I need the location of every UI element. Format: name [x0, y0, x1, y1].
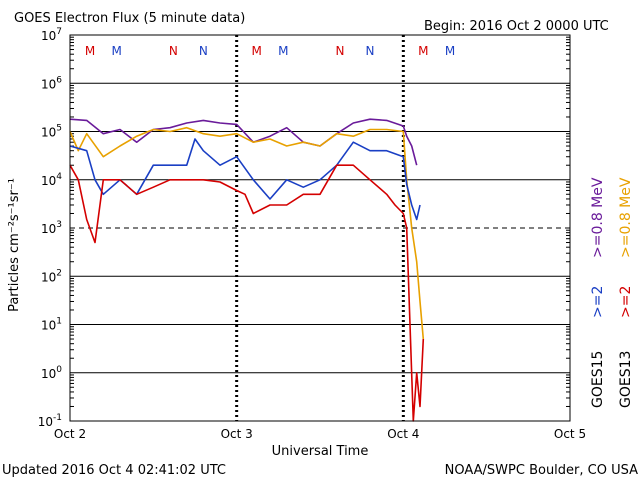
top-marker: N: [169, 44, 178, 58]
legend-energy-low: >=2: [618, 286, 634, 318]
series-line: [69, 126, 425, 340]
chart-title: GOES Electron Flux (5 minute data): [14, 11, 245, 26]
legend-energy-high: >=0.8 MeV: [618, 177, 634, 258]
y-tick-label: 106: [41, 75, 62, 91]
x-tick-label: Oct 5: [554, 427, 586, 441]
top-marker: N: [199, 44, 208, 58]
begin-label: Begin: 2016 Oct 2 0000 UTC: [424, 19, 609, 34]
y-tick-label: 104: [41, 172, 62, 188]
y-tick-labels: 107 106 105 104 103 102 101 100 10-1: [38, 27, 63, 429]
y-tick-label: 103: [41, 220, 62, 236]
series-line: [69, 118, 418, 166]
day-dividers: [235, 35, 405, 421]
series-line: [69, 164, 425, 422]
legend: GOES15 >=2 >=0.8 MeV GOES13 >=2 >=0.8 MeV: [590, 177, 634, 408]
x-tick-labels: Oct 2 Oct 3 Oct 4 Oct 5: [54, 427, 586, 441]
credit-label: NOAA/SWPC Boulder, CO USA: [445, 463, 638, 478]
legend-satellite: GOES13: [618, 351, 634, 408]
y-tick-label: 10-1: [38, 413, 62, 429]
series-layer: [69, 118, 425, 422]
y-tick-label: 100: [41, 365, 62, 381]
updated-timestamp: Updated 2016 Oct 4 02:41:02 UTC: [2, 463, 226, 478]
top-marker: M: [85, 44, 95, 58]
plot-frame: [69, 34, 571, 422]
top-marker: M: [418, 44, 428, 58]
x-tick-label: Oct 3: [221, 427, 253, 441]
top-marker: M: [445, 44, 455, 58]
legend-satellite: GOES15: [590, 351, 606, 408]
top-marker: M: [278, 44, 288, 58]
y-tick-label: 105: [41, 124, 62, 140]
y-axis-label: Particles cm⁻²s⁻¹sr⁻¹: [7, 178, 22, 312]
top-marker: N: [366, 44, 375, 58]
y-tick-label: 107: [41, 27, 62, 43]
top-marker: N: [336, 44, 345, 58]
legend-energy-low: >=2: [590, 286, 606, 318]
x-axis-label: Universal Time: [272, 444, 369, 459]
y-tick-label: 101: [41, 317, 62, 333]
top-marker: M: [111, 44, 121, 58]
x-tick-label: Oct 4: [387, 427, 419, 441]
top-marker: M: [251, 44, 261, 58]
x-tick-label: Oct 2: [54, 427, 86, 441]
y-tick-label: 102: [41, 268, 62, 284]
plot-grid: [70, 36, 570, 407]
legend-energy-high: >=0.8 MeV: [590, 177, 606, 258]
